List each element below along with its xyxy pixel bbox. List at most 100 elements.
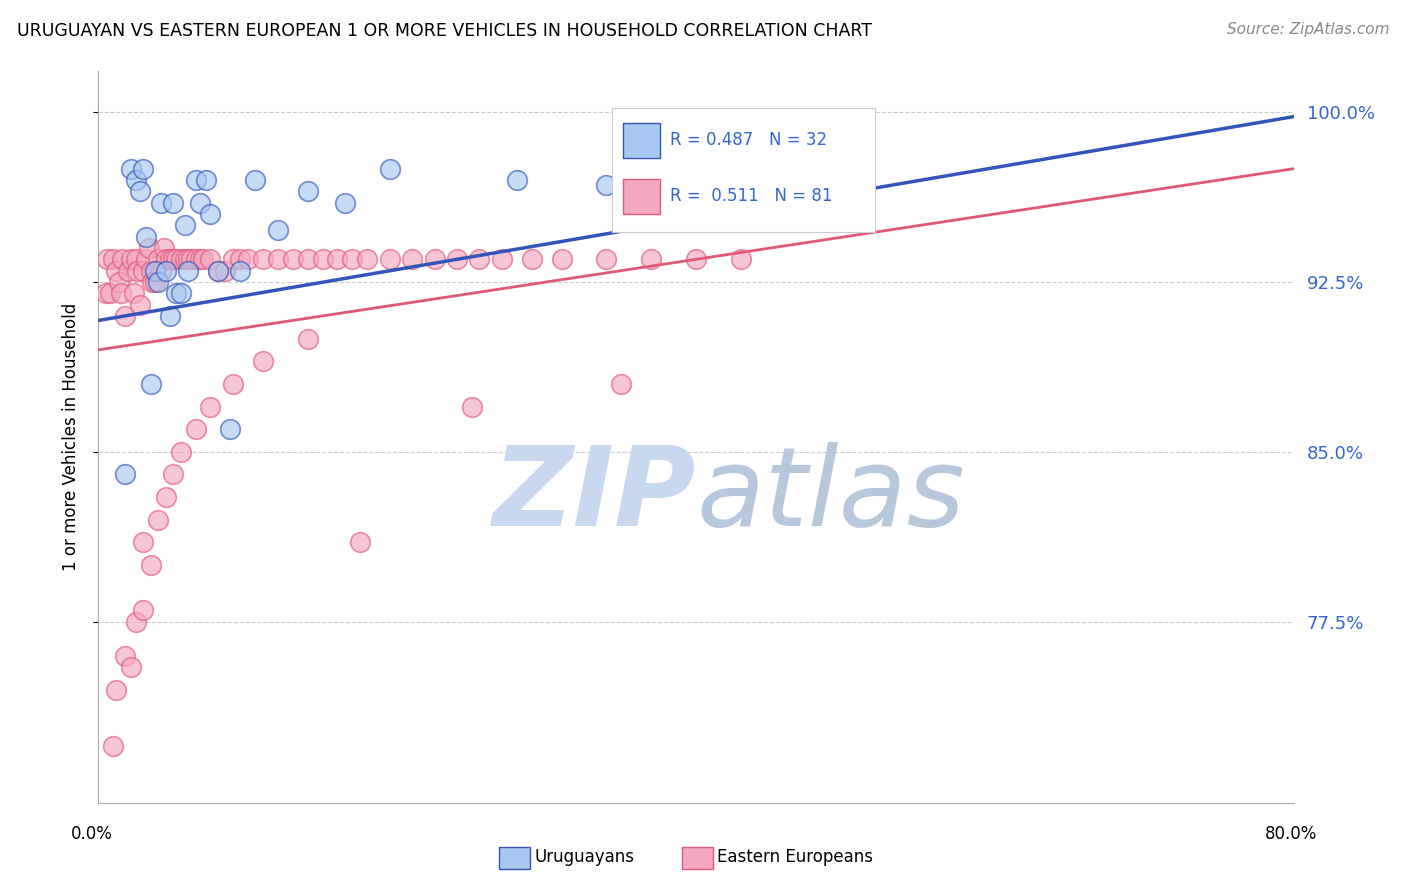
Point [177,263,200,277]
Point [401,252,423,267]
Point [111,252,134,267]
Point [222,252,245,267]
Point [165,286,187,301]
Point [188,195,211,210]
Point [461,400,484,414]
Point [162,252,184,267]
Point [222,376,245,391]
Point [120,660,142,674]
Point [105,682,128,697]
Point [446,252,468,267]
Point [491,252,513,267]
Point [267,223,290,237]
Point [267,252,290,267]
Point [281,252,304,267]
Point [195,173,218,187]
Text: 0.0%: 0.0% [70,825,112,843]
Point [714,173,737,187]
Point [139,558,162,572]
Y-axis label: 1 or more Vehicles in Household: 1 or more Vehicles in Household [62,303,80,571]
Point [236,252,259,267]
Point [114,309,136,323]
Point [159,252,181,267]
Point [139,376,162,391]
Text: atlas: atlas [696,442,965,549]
Point [595,252,617,267]
Point [200,207,222,221]
Point [169,252,191,267]
Point [229,252,252,267]
Point [150,263,173,277]
Point [155,490,177,504]
Text: 80.0%: 80.0% [1264,825,1317,843]
Point [229,263,252,277]
Point [143,263,166,277]
Point [349,535,371,549]
Point [110,286,132,301]
Point [148,513,170,527]
Point [162,467,184,482]
Point [169,445,191,459]
Point [550,252,572,267]
Point [129,297,152,311]
Point [125,252,148,267]
Point [169,286,191,301]
Point [143,275,166,289]
Point [150,195,173,210]
Point [245,173,267,187]
Point [184,252,207,267]
Text: URUGUAYAN VS EASTERN EUROPEAN 1 OR MORE VEHICLES IN HOUSEHOLD CORRELATION CHART: URUGUAYAN VS EASTERN EUROPEAN 1 OR MORE … [17,22,872,40]
Point [120,161,142,176]
Point [174,252,197,267]
Point [506,173,529,187]
Point [103,739,125,754]
Point [207,263,229,277]
Point [730,252,752,267]
Point [159,309,181,323]
Point [595,178,617,192]
Point [200,252,222,267]
Point [155,252,177,267]
Point [191,252,214,267]
Text: Source: ZipAtlas.com: Source: ZipAtlas.com [1226,22,1389,37]
Point [135,229,157,244]
Point [200,400,222,414]
Point [114,467,136,482]
Point [468,252,491,267]
Point [311,252,333,267]
Point [162,195,184,210]
Point [685,252,707,267]
Point [326,252,349,267]
Point [96,252,118,267]
Point [610,376,633,391]
Point [103,252,125,267]
Point [105,263,128,277]
Point [297,332,319,346]
Point [165,252,187,267]
Point [297,252,319,267]
Point [132,161,155,176]
Point [214,263,236,277]
Point [219,422,242,436]
Point [520,252,543,267]
Point [423,252,446,267]
Point [125,173,148,187]
Point [117,263,139,277]
Point [148,275,170,289]
Point [138,241,160,255]
Point [184,173,207,187]
Point [114,648,136,663]
Point [333,195,356,210]
Point [124,286,146,301]
Point [98,286,122,301]
Point [252,354,274,368]
Point [180,252,202,267]
Point [356,252,378,267]
Text: Eastern Europeans: Eastern Europeans [717,848,873,866]
Point [342,252,364,267]
Point [135,252,157,267]
Point [139,263,162,277]
Point [174,219,197,233]
Point [207,263,229,277]
Point [184,422,207,436]
